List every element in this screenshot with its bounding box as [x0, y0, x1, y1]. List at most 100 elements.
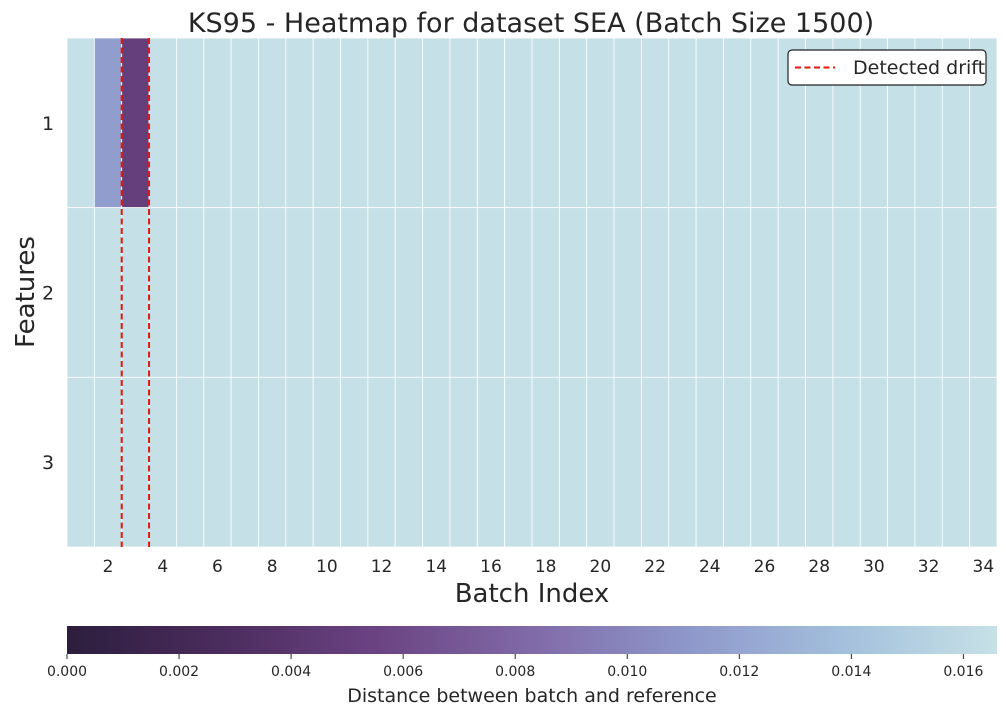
x-tick-label: 2: [103, 557, 114, 577]
heatmap-cell: [285, 207, 314, 378]
heatmap-cell: [148, 207, 177, 378]
heatmap-cell: [449, 207, 478, 378]
heatmap-cell: [422, 37, 451, 209]
chart-title: KS95 - Heatmap for dataset SEA (Batch Si…: [188, 8, 874, 39]
heatmap-cell: [176, 207, 205, 378]
x-tick-label: 14: [425, 557, 447, 577]
heatmap-cell: [723, 37, 752, 209]
heatmap-cell: [285, 376, 314, 548]
heatmap-cell: [805, 376, 834, 548]
heatmap-cell: [914, 207, 943, 378]
heatmap-cell: [531, 37, 560, 209]
heatmap-cell: [586, 207, 615, 378]
x-tick-label: 30: [863, 557, 885, 577]
colorbar-tick-label: 0.004: [271, 664, 311, 680]
heatmap-cell: [531, 376, 560, 548]
heatmap-cell: [203, 37, 232, 209]
heatmap-cell: [969, 376, 998, 548]
heatmap-cell: [449, 376, 478, 548]
heatmap-cell: [668, 376, 697, 548]
heatmap-cell: [340, 376, 369, 548]
heatmap-cell: [121, 376, 150, 548]
heatmap-cell: [121, 207, 150, 378]
colorbar-tick-label: 0.010: [607, 664, 647, 680]
heatmap-cell: [613, 207, 642, 378]
x-tick-label: 26: [754, 557, 776, 577]
heatmap-cell: [394, 207, 423, 378]
heatmap-cell: [449, 37, 478, 209]
heatmap-cell: [777, 376, 806, 548]
heatmap-cell: [258, 37, 287, 209]
heatmap-cell: [887, 376, 916, 548]
x-tick-label: 16: [480, 557, 502, 577]
x-tick-label: 18: [535, 557, 557, 577]
heatmap-cell: [504, 37, 533, 209]
x-tick-label: 4: [157, 557, 168, 577]
x-tick-label: 22: [644, 557, 666, 577]
heatmap-cell: [887, 207, 916, 378]
heatmap-cell: [394, 37, 423, 209]
heatmap-cell: [367, 207, 396, 378]
heatmap-cell: [668, 207, 697, 378]
legend: Detected drift: [787, 49, 987, 86]
heatmap-cell: [777, 207, 806, 378]
heatmap-cell: [176, 376, 205, 548]
heatmap-cell: [203, 376, 232, 548]
heatmap-cell: [230, 376, 259, 548]
heatmap-cell: [285, 37, 314, 209]
heatmap-cell: [340, 37, 369, 209]
heatmap-cell: [394, 376, 423, 548]
heatmap-cell: [476, 37, 506, 209]
heatmap-cell: [613, 376, 642, 548]
y-tick-label: 2: [42, 283, 54, 305]
heatmap-cell: [832, 207, 861, 378]
heatmap-cell: [312, 376, 341, 548]
heatmap-cell: [66, 37, 95, 209]
heatmap-cell: [805, 207, 834, 378]
heatmap-cell: [641, 207, 670, 378]
colorbar-tick-label: 0.014: [831, 664, 871, 680]
heatmap-cell: [93, 376, 123, 548]
heatmap-cell: [476, 207, 506, 378]
heatmap-cell: [586, 37, 615, 209]
x-tick-label: 28: [808, 557, 830, 577]
heatmap-cell: [969, 207, 998, 378]
y-tick-label: 3: [42, 452, 54, 474]
heatmap-cell: [695, 37, 724, 209]
heatmap-cell: [422, 376, 451, 548]
x-tick-label: 12: [371, 557, 393, 577]
heatmap-cell: [723, 207, 752, 378]
heatmap-cell: [121, 37, 150, 209]
heatmap-cell: [312, 207, 341, 378]
heatmap-cell: [750, 37, 779, 209]
heatmap-cell: [750, 376, 779, 548]
heatmap-cell: [558, 376, 588, 548]
colorbar-tick-label: 0.002: [159, 664, 199, 680]
heatmap-cell: [941, 207, 971, 378]
heatmap-cell: [66, 376, 95, 548]
colorbar-tick-label: 0.000: [47, 664, 87, 680]
heatmap-cell: [859, 376, 888, 548]
heatmap-cell: [476, 376, 506, 548]
heatmap-cell: [695, 207, 724, 378]
heatmap-cell: [750, 207, 779, 378]
heatmap-cell: [148, 376, 177, 548]
colorbar: [67, 626, 997, 654]
heatmap-cell: [504, 207, 533, 378]
colorbar-ticks: 0.000 0.002 0.004 0.006 0.008 0.010 0.012 0.014…: [47, 654, 984, 680]
heatmap-cell: [93, 37, 123, 209]
colorbar-tick-label: 0.006: [383, 664, 423, 680]
heatmap-cell: [641, 37, 670, 209]
heatmap-cell: [613, 37, 642, 209]
colorbar-tick-label: 0.016: [943, 664, 983, 680]
y-tick-labels: 1 2 3: [42, 113, 54, 474]
heatmap-cell: [531, 207, 560, 378]
heatmap-cell: [558, 37, 588, 209]
heatmap-cell: [340, 207, 369, 378]
heatmap-cell: [558, 207, 588, 378]
heatmap-cell: [230, 37, 259, 209]
x-tick-label: 6: [212, 557, 223, 577]
legend-label: Detected drift: [853, 57, 985, 79]
heatmap-cell: [586, 376, 615, 548]
